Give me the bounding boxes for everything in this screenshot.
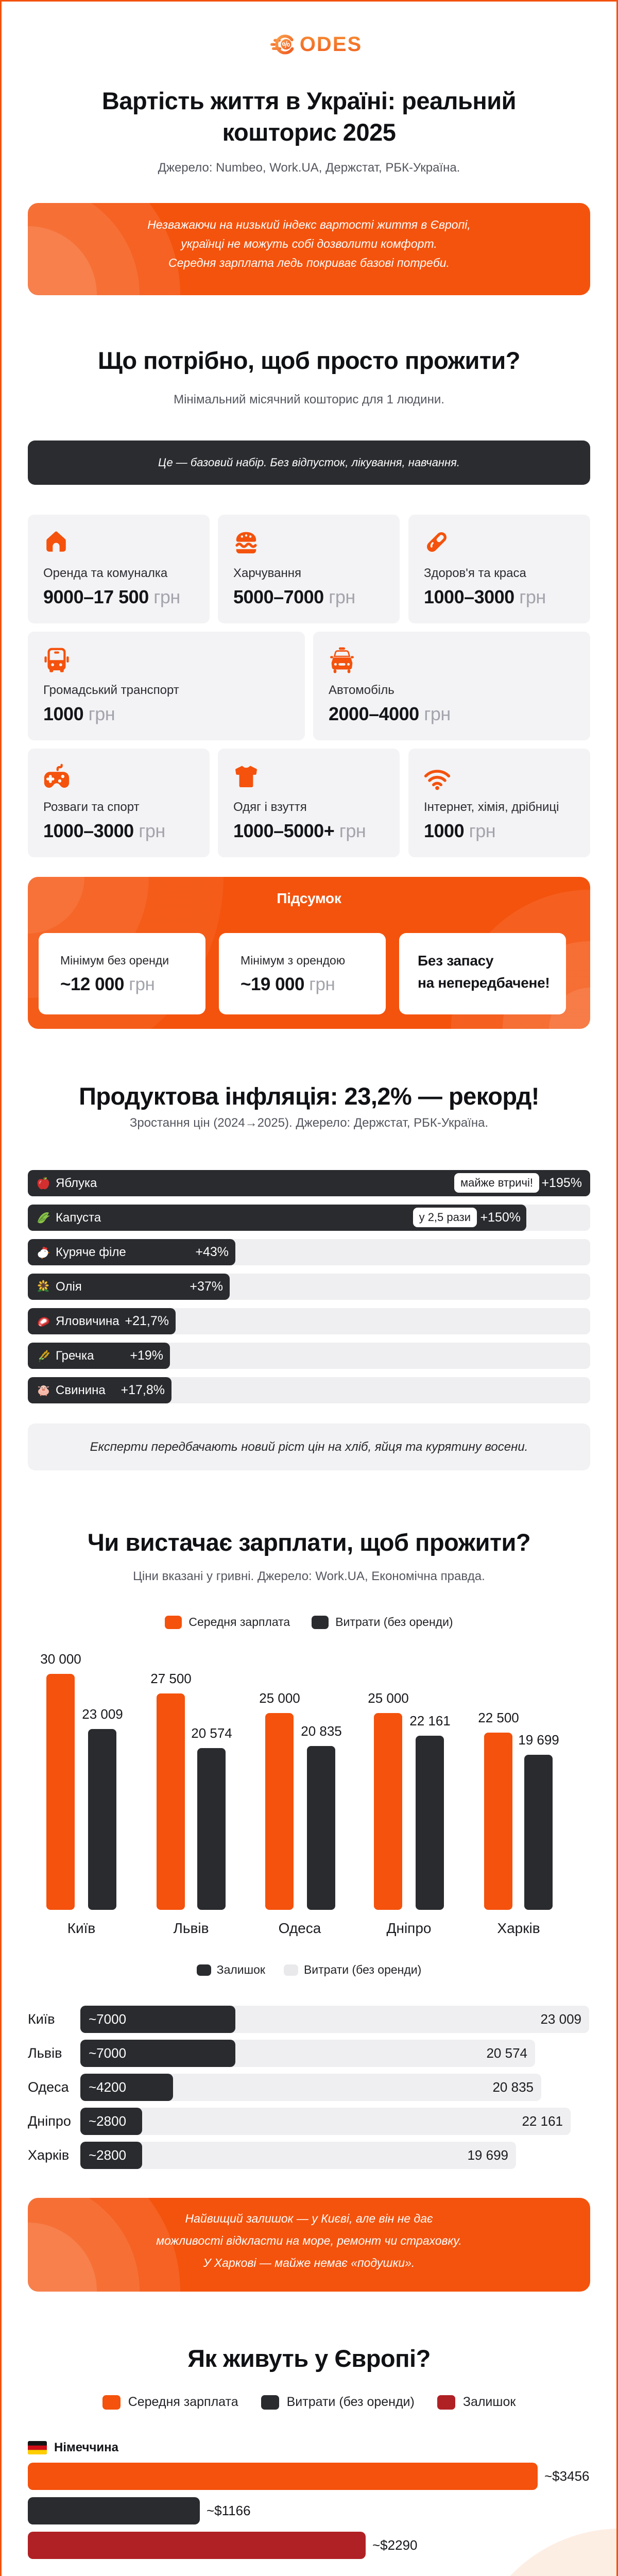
svg-text:%: %: [281, 39, 291, 50]
